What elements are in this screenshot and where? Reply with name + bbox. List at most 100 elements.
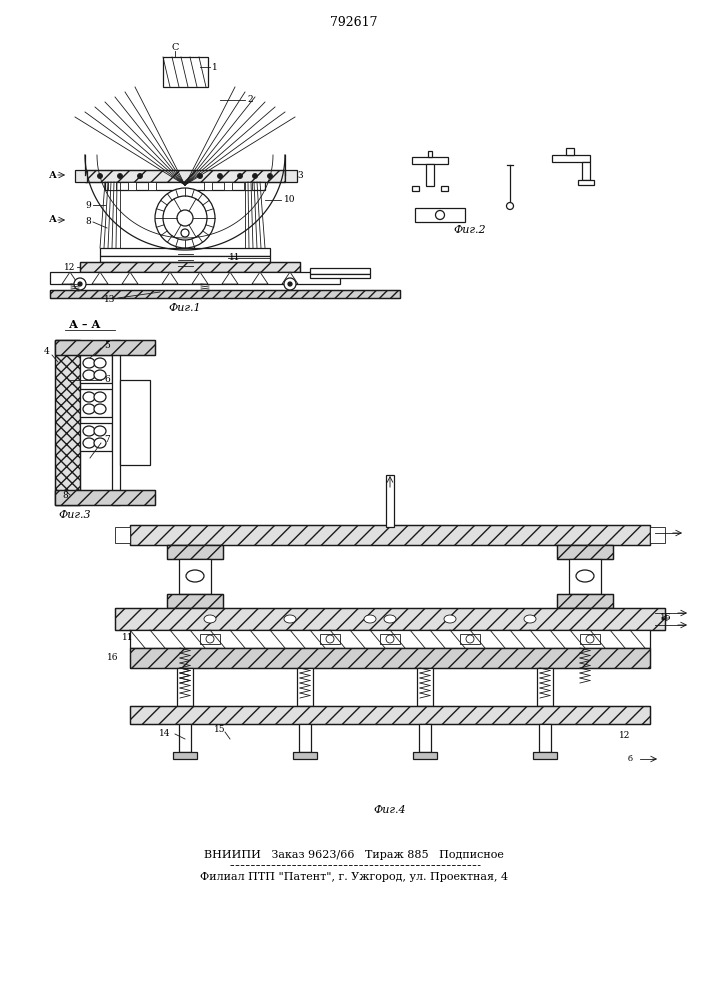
Bar [75,170,87,182]
Ellipse shape [83,438,95,448]
Bar [578,180,594,185]
Bar [115,608,665,630]
Circle shape [284,278,296,290]
Circle shape [177,210,193,226]
Bar [115,608,665,630]
Circle shape [117,174,122,178]
Circle shape [181,229,189,237]
Bar [55,490,155,505]
Bar [167,545,223,559]
Bar [428,151,432,157]
Bar [539,724,551,752]
Bar [650,527,665,543]
Text: А – А: А – А [69,320,100,330]
Ellipse shape [576,570,594,582]
Bar [167,594,223,608]
Bar [299,724,311,752]
Ellipse shape [83,358,95,368]
Bar [537,668,553,706]
Circle shape [466,635,474,643]
Polygon shape [62,272,78,284]
Bar [105,182,265,190]
Bar [386,475,394,527]
Bar [176,240,194,248]
Bar [460,634,480,644]
Ellipse shape [204,615,216,623]
Bar [130,706,650,724]
Bar [417,668,433,706]
Bar [204,182,212,190]
Text: 9: 9 [85,200,91,210]
Circle shape [386,635,394,643]
Circle shape [506,202,513,210]
Bar [580,634,600,644]
Bar [148,182,156,190]
Circle shape [197,174,202,178]
Bar [557,545,613,559]
Polygon shape [192,272,208,284]
Bar [55,340,80,505]
Circle shape [137,174,143,178]
Bar [244,182,252,190]
Bar [50,290,400,298]
Ellipse shape [186,570,204,582]
Bar [167,545,223,559]
Bar [533,752,557,759]
Text: 4: 4 [44,348,50,357]
Ellipse shape [524,615,536,623]
Text: Фиг.2: Фиг.2 [454,225,486,235]
Ellipse shape [384,615,396,623]
Text: 16: 16 [107,654,118,662]
Text: А: А [49,170,57,180]
Circle shape [267,174,272,178]
Bar [557,594,613,608]
Bar [55,490,155,505]
Ellipse shape [83,404,95,414]
Bar [178,245,193,280]
Text: б: б [628,755,633,763]
Bar [413,752,437,759]
Bar [80,262,300,272]
Circle shape [252,174,257,178]
Bar [419,724,431,752]
Text: 2: 2 [247,96,253,104]
Bar [163,57,208,87]
Circle shape [238,174,243,178]
Circle shape [218,174,223,178]
Polygon shape [222,272,238,284]
Bar [426,164,434,186]
Circle shape [98,174,103,178]
Text: Фиг.1: Фиг.1 [169,303,201,313]
Bar [130,525,650,545]
Text: 13: 13 [105,296,116,304]
Ellipse shape [94,404,106,414]
Polygon shape [92,272,108,284]
Text: Фиг.3: Фиг.3 [59,510,91,520]
Text: Фиг.4: Фиг.4 [374,805,407,815]
Text: 1: 1 [212,62,218,72]
Ellipse shape [94,370,106,380]
Bar [55,340,80,505]
Bar [293,752,317,759]
Ellipse shape [284,615,296,623]
Circle shape [206,635,214,643]
Bar [412,186,419,191]
Bar [55,340,155,355]
Bar [557,545,613,559]
Bar [80,262,300,272]
Bar [566,148,574,155]
Bar [167,594,223,608]
Text: 7: 7 [104,436,110,444]
Ellipse shape [83,426,95,436]
Text: А: А [49,216,57,225]
Bar [310,268,370,274]
Bar [415,208,465,222]
Bar [108,182,116,190]
Bar [130,630,650,648]
Ellipse shape [83,370,95,380]
Bar [320,634,340,644]
Bar [130,525,650,545]
Circle shape [78,282,82,286]
Text: 16: 16 [660,613,672,622]
Bar [50,272,340,284]
